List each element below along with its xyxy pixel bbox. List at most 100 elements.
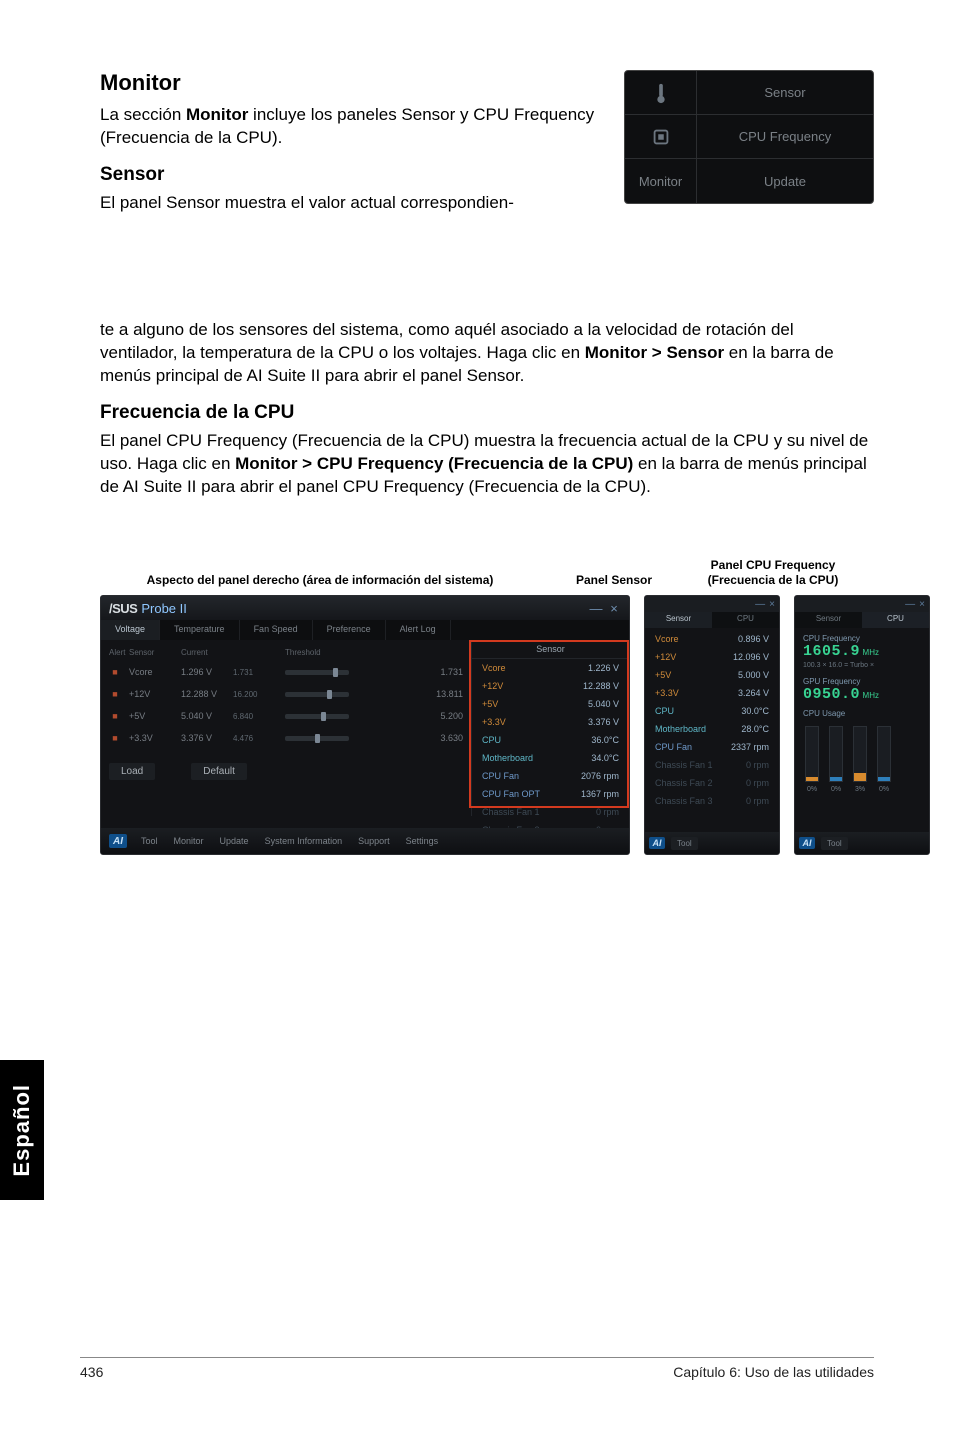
window-minimize-icon[interactable]: — — [755, 599, 765, 610]
sensor-value: 3.264 V — [738, 688, 769, 698]
load-button[interactable]: Load — [109, 763, 155, 780]
sensor-name: +3.3V — [129, 733, 173, 743]
sensor-row: +12V12.288 V — [472, 677, 629, 695]
window-minimize-icon[interactable]: — — [905, 599, 915, 610]
cpu-p-bold: Monitor > CPU Frequency (Frecuencia de l… — [235, 454, 633, 473]
probe-tab[interactable]: Temperature — [160, 620, 240, 640]
sensor-p2-bold: Monitor > Sensor — [585, 343, 724, 362]
sensor-label: +5V — [482, 699, 498, 709]
threshold-slider[interactable] — [285, 714, 419, 719]
sensor-name: +5V — [129, 711, 173, 721]
monitor-button[interactable]: Monitor — [625, 159, 697, 203]
sensor-p2: te a alguno de los sensores del sistema,… — [100, 319, 874, 388]
sensor-row: CPU Fan2337 rpm — [645, 738, 779, 756]
sensor-value: 2076 rpm — [581, 771, 619, 781]
alert-indicator: ■ — [109, 689, 121, 699]
threshold-slider[interactable] — [285, 736, 419, 741]
probe-tab[interactable]: Preference — [313, 620, 386, 640]
bottom-nav-item[interactable]: Settings — [406, 836, 439, 846]
sensor-label: Chassis Fan 1 — [482, 807, 540, 817]
sensor-value: 2337 rpm — [731, 742, 769, 752]
probe-bottom-bar: AI ToolMonitorUpdateSystem InformationSu… — [101, 828, 629, 854]
intro-pre: La sección — [100, 105, 186, 124]
sensor-tab[interactable]: Sensor — [795, 612, 862, 628]
sensor-value: 5.000 V — [738, 670, 769, 680]
sensor-value: 1367 rpm — [581, 789, 619, 799]
cpu-icon-cell — [625, 115, 697, 158]
tool-button[interactable]: Tool — [821, 837, 848, 850]
sensor-row: +3.3V 3.376 V — [472, 713, 629, 731]
sensor-label: Chassis Fan 2 — [655, 778, 713, 788]
cpu-tab[interactable]: CPU — [712, 612, 779, 628]
cpu-freq-unit: MHz — [863, 648, 879, 657]
sensor-value: 30.0°C — [741, 706, 769, 716]
sensor-row: CPU30.0°C — [645, 702, 779, 720]
tool-button[interactable]: Tool — [671, 837, 698, 850]
sensor-row: CPU36.0°C — [472, 731, 629, 749]
sensor-value: 36.0°C — [591, 735, 619, 745]
sensor-p1: El panel Sensor muestra el valor actual … — [100, 192, 602, 215]
sensor-label: Chassis Fan 3 — [655, 796, 713, 806]
sensor-value: 12.288 V — [583, 681, 619, 691]
sensor-menu-item[interactable]: Sensor — [697, 71, 873, 114]
sensor-tab[interactable]: Sensor — [645, 612, 712, 628]
sensor-row: Chassis Fan 30 rpm — [645, 792, 779, 810]
voltage-table: Alert Sensor Current Threshold ■ Vcore 1… — [101, 640, 471, 816]
threshold-slider[interactable] — [285, 692, 419, 697]
bottom-nav-item[interactable]: Update — [220, 836, 249, 846]
probe-tabs: VoltageTemperatureFan SpeedPreferenceAle… — [101, 620, 629, 640]
sensor-sidebar-head: Sensor — [472, 644, 629, 659]
caption-main-panel: Aspecto del panel derecho (área de infor… — [100, 573, 540, 587]
table-header-row: Alert Sensor Current Threshold — [109, 646, 463, 661]
window-minimize-icon[interactable]: — — [589, 601, 603, 616]
bottom-nav-item[interactable]: Tool — [141, 836, 158, 846]
probe-tab[interactable]: Fan Speed — [240, 620, 313, 640]
probe-tab[interactable]: Voltage — [101, 620, 160, 640]
cpu-paragraph: El panel CPU Frequency (Frecuencia de la… — [100, 430, 874, 499]
alert-indicator: ■ — [109, 667, 121, 677]
sensor-label: Vcore — [655, 634, 679, 644]
sensor-value: 3.376 V — [588, 717, 619, 727]
sensor-label: CPU Fan — [482, 771, 519, 781]
cpu-freq-label: CPU Frequency — [803, 634, 921, 643]
sensor-row: Motherboard28.0°C — [645, 720, 779, 738]
sensor-row: +3.3V3.264 V — [645, 684, 779, 702]
sensor-sidebar: Sensor Vcore1.226 V+12V12.288 V+5V5.040 … — [471, 640, 629, 816]
update-button[interactable]: Update — [697, 159, 873, 203]
threshold-slider[interactable] — [285, 670, 419, 675]
caption-cpu-a: Panel CPU Frequency — [711, 558, 836, 572]
sensor-label: +3.3V — [482, 717, 506, 727]
window-close-icon[interactable]: × — [919, 599, 925, 610]
window-close-icon[interactable]: × — [769, 599, 775, 610]
bottom-nav-item[interactable]: Support — [358, 836, 390, 846]
probe-tab[interactable]: Alert Log — [386, 620, 451, 640]
sensor-row: Chassis Fan 10 rpm — [472, 803, 629, 821]
current-value: 5.040 V — [181, 711, 225, 721]
sensor-name: Vcore — [129, 667, 173, 677]
section-title: Monitor — [100, 70, 602, 96]
current-value: 1.296 V — [181, 667, 225, 677]
sensor-subtitle: Sensor — [100, 164, 602, 186]
bottom-nav-item[interactable]: Monitor — [174, 836, 204, 846]
head-threshold: Threshold — [285, 648, 419, 657]
intro-bold: Monitor — [186, 105, 248, 124]
cpu-freq-menu-item[interactable]: CPU Frequency — [697, 115, 873, 158]
cpu-bar-label: 0% — [879, 786, 889, 793]
sensor-value: 12.096 V — [733, 652, 769, 662]
sensor-label: Motherboard — [655, 724, 706, 734]
cpu-usage-bar: 0% — [805, 726, 819, 793]
chapter-label: Capítulo 6: Uso de las utilidades — [673, 1364, 874, 1380]
sensor-label: CPU Fan OPT — [482, 789, 540, 799]
sensor-value: 0.896 V — [738, 634, 769, 644]
ext-value: 4.476 — [233, 734, 277, 743]
language-label: Español — [9, 1084, 35, 1177]
default-button[interactable]: Default — [191, 763, 247, 780]
bottom-nav-item[interactable]: System Information — [265, 836, 343, 846]
cpu-usage-bar: 0% — [829, 726, 843, 793]
ext-value: 1.731 — [233, 668, 277, 677]
cpu-tab[interactable]: CPU — [862, 612, 929, 628]
sensor-row: Motherboard34.0°C — [472, 749, 629, 767]
window-close-icon[interactable]: × — [607, 601, 621, 616]
gpu-freq-unit: MHz — [863, 691, 879, 700]
sensor-row: Chassis Fan 20 rpm — [645, 774, 779, 792]
